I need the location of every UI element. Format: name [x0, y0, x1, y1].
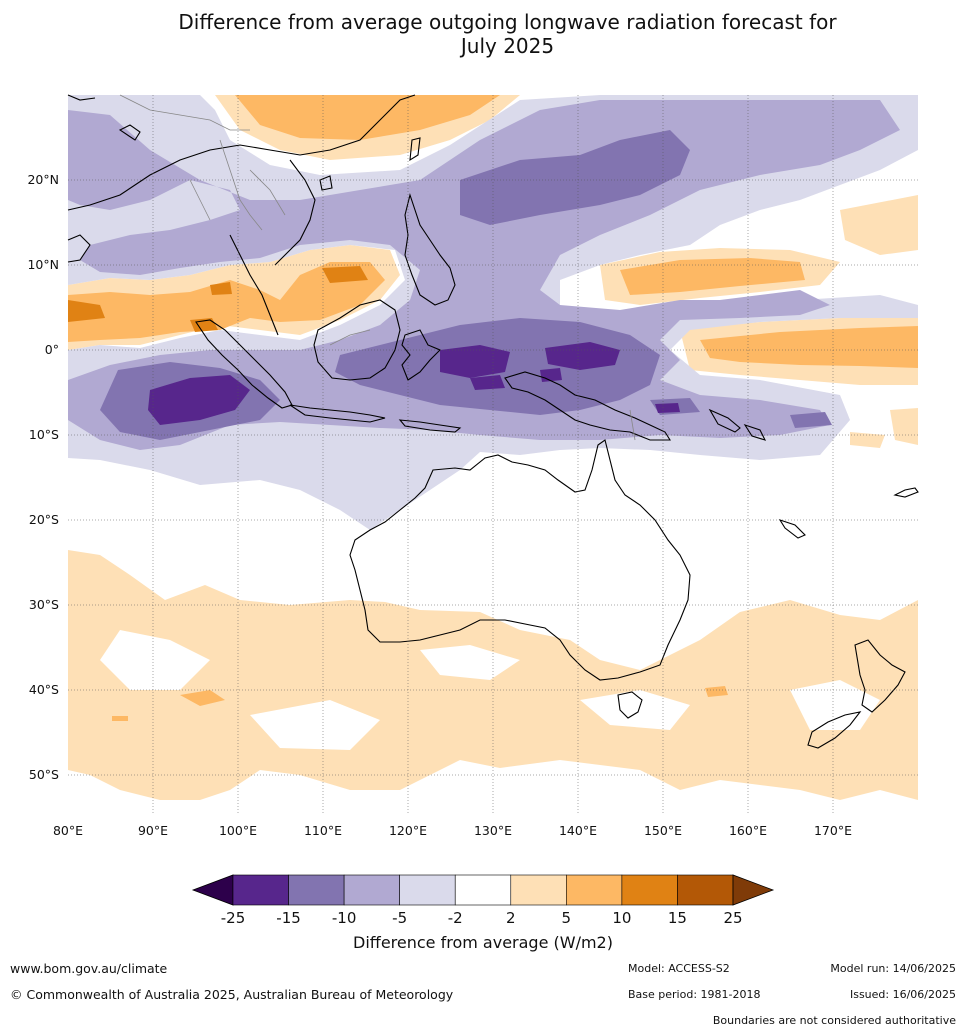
colorbar-tick-label: -2: [448, 909, 463, 927]
gridlines: [68, 95, 918, 815]
colorbar-segment: [288, 874, 345, 906]
lon-label-80e: 80°E: [53, 823, 83, 838]
colorbar-high-extend: [732, 874, 775, 906]
lat-label-40s: 40°S: [29, 682, 59, 697]
lon-label-130e: 130°E: [474, 823, 512, 838]
colorbar: -25 -15 -10 -5 -2 2 5 10 15 25 Difference from av…: [191, 874, 775, 952]
longitude-labels: 80°E 90°E 100°E 110°E 120°E 130°E 140°E …: [53, 823, 852, 838]
lat-label-0: 0°: [45, 342, 59, 357]
latitude-labels: 20°N 10°N 0° 10°S 20°S 30°S 40°S 50°S: [27, 172, 59, 782]
lon-label-120e: 120°E: [389, 823, 427, 838]
lon-label-140e: 140°E: [559, 823, 597, 838]
colorbar-tick-label: 5: [562, 909, 572, 927]
colorbar-label: Difference from average (W/m2): [353, 933, 613, 952]
issued-text: Issued: 16/06/2025: [849, 988, 956, 1001]
map-plot-area: [67, 94, 919, 815]
colorbar-segments: [232, 874, 734, 906]
model-text: Model: ACCESS-S2: [628, 962, 730, 975]
copyright-text: © Commonwealth of Australia 2025, Austra…: [10, 987, 454, 1002]
disclaimer-text: Boundaries are not considered authoritat…: [712, 1014, 956, 1027]
lon-label-90e: 90°E: [138, 823, 168, 838]
colorbar-segment: [621, 874, 678, 906]
colorbar-segment: [399, 874, 456, 906]
coastlines: [67, 94, 919, 749]
title-line-1: Difference from average outgoing longwav…: [178, 10, 837, 34]
colorbar-low-extend: [191, 874, 234, 906]
country-borders: [119, 94, 636, 441]
colorbar-segment: [677, 874, 734, 906]
lat-label-20s: 20°S: [29, 512, 59, 527]
map-title: Difference from average outgoing longwav…: [0, 10, 965, 58]
lat-label-10s: 10°S: [29, 427, 59, 442]
negative-anomaly-fields: [68, 95, 918, 530]
website-text: www.bom.gov.au/climate: [10, 961, 168, 976]
lon-label-100e: 100°E: [219, 823, 257, 838]
colorbar-tick-label: 10: [612, 909, 631, 927]
lat-label-20n: 20°N: [27, 172, 59, 187]
colorbar-tick-label: -15: [276, 909, 301, 927]
lon-label-150e: 150°E: [644, 823, 682, 838]
lon-label-160e: 160°E: [729, 823, 767, 838]
colorbar-tick-label: 15: [668, 909, 687, 927]
lat-label-30s: 30°S: [29, 597, 59, 612]
colorbar-tick-labels: -25 -15 -10 -5 -2 2 5 10 15 25: [221, 909, 743, 927]
colorbar-segment: [232, 874, 289, 906]
lat-label-50s: 50°S: [29, 767, 59, 782]
colorbar-segment: [510, 874, 567, 906]
colorbar-tick-label: -25: [221, 909, 246, 927]
colorbar-tick-label: -10: [332, 909, 357, 927]
title-line-2: July 2025: [460, 34, 555, 58]
lon-label-110e: 110°E: [304, 823, 342, 838]
colorbar-tick-label: 25: [723, 909, 742, 927]
colorbar-segment: [343, 874, 400, 906]
base-period-text: Base period: 1981-2018: [628, 988, 761, 1001]
model-run-text: Model run: 14/06/2025: [830, 962, 956, 975]
colorbar-segment: [454, 874, 512, 906]
colorbar-segment: [566, 874, 623, 906]
lat-label-10n: 10°N: [27, 257, 59, 272]
colorbar-tick-label: -5: [392, 909, 407, 927]
lon-label-170e: 170°E: [814, 823, 852, 838]
colorbar-tick-label: 2: [506, 909, 516, 927]
